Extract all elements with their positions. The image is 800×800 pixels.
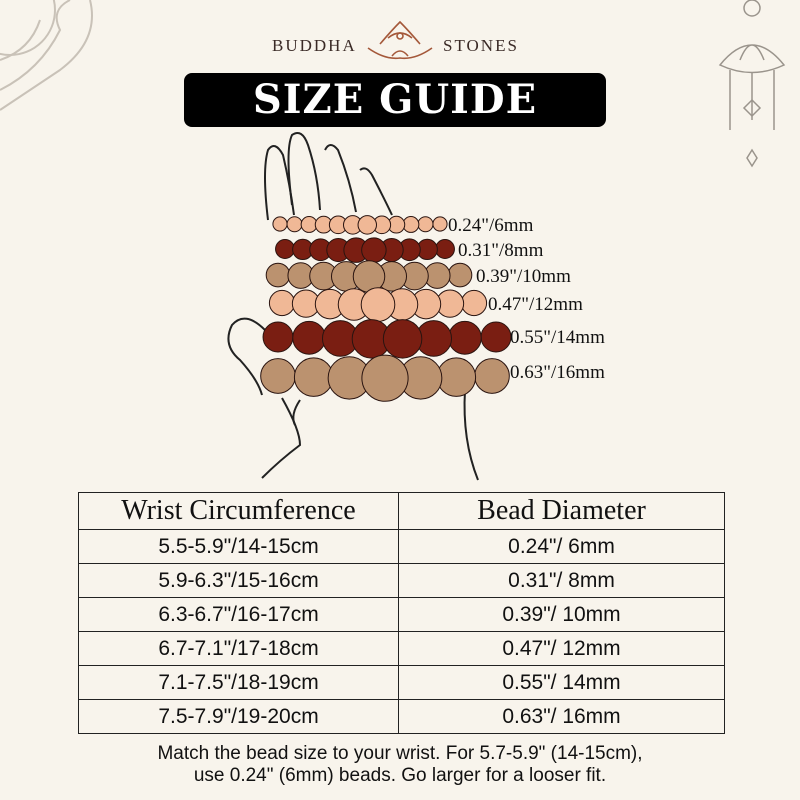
fit-note-line-1: Match the bead size to your wrist. For 5…: [157, 743, 643, 764]
bead-size-label-10mm: 0.39"/10mm: [476, 266, 571, 287]
bead: [436, 357, 477, 397]
hand-outline: [227, 132, 479, 481]
mandala-corner-decoration: [0, 0, 93, 111]
size-table: Wrist Circumference Bead Diameter 5.5-5.…: [78, 492, 725, 734]
table-header-row: Wrist Circumference Bead Diameter: [78, 492, 725, 530]
bead: [361, 237, 387, 263]
table-row: 6.3-6.7"/16-17cm 0.39"/ 10mm: [78, 597, 725, 632]
bead-bracelets: [260, 215, 512, 402]
bead: [435, 239, 455, 259]
bracelet-0: [272, 215, 448, 235]
bead-cell: 0.63"/ 16mm: [398, 699, 725, 734]
bead: [361, 354, 409, 402]
bead: [286, 216, 303, 233]
bead: [275, 239, 295, 259]
bead-cell: 0.55"/ 14mm: [398, 665, 725, 700]
bracelet-3: [268, 287, 488, 322]
bead-size-label-14mm: 0.55"/14mm: [510, 327, 605, 348]
bracelet-4: [262, 319, 512, 359]
bead: [474, 358, 510, 394]
bracelet-2: [265, 260, 473, 293]
lotus-logo: [367, 20, 433, 60]
bead: [460, 289, 488, 317]
table-row: 7.5-7.9"/19-20cm 0.63"/ 16mm: [78, 699, 725, 734]
bead-size-label-6mm: 0.24"/6mm: [448, 215, 534, 236]
fit-note: Match the bead size to your wrist. For 5…: [0, 743, 800, 787]
bead: [293, 357, 334, 397]
bead-cell: 0.47"/ 12mm: [398, 631, 725, 666]
bead: [402, 216, 420, 233]
bead: [265, 262, 291, 288]
table-row: 6.7-7.1"/17-18cm 0.47"/ 12mm: [78, 631, 725, 666]
wrist-cell: 6.7-7.1"/17-18cm: [78, 631, 399, 666]
wrist-cell: 6.3-6.7"/16-17cm: [78, 597, 399, 632]
brand-name-right: STONES: [443, 36, 519, 55]
bead: [360, 287, 396, 322]
bead: [292, 320, 327, 355]
bead-size-label-16mm: 0.63"/16mm: [510, 362, 605, 383]
bead: [447, 320, 482, 355]
bead-cell: 0.24"/ 6mm: [398, 529, 725, 564]
bead: [480, 321, 512, 353]
bead-cell: 0.31"/ 8mm: [398, 563, 725, 598]
bracelet-5: [260, 354, 510, 402]
bead: [447, 262, 473, 288]
bead: [382, 319, 423, 359]
bead: [357, 215, 378, 235]
header-wrist-circumference: Wrist Circumference: [78, 492, 399, 530]
wrist-cell: 7.5-7.9"/19-20cm: [78, 699, 399, 734]
header-bead-diameter: Bead Diameter: [398, 492, 725, 530]
bead: [417, 216, 434, 233]
lotus-ornament-decoration: [718, 0, 786, 168]
page-title: SIZE GUIDE: [184, 73, 606, 127]
bead: [272, 216, 288, 232]
wrist-cell: 7.1-7.5"/18-19cm: [78, 665, 399, 700]
wrist-cell: 5.9-6.3"/15-16cm: [78, 563, 399, 598]
brand-name-left: BUDDHA: [272, 36, 357, 55]
bead: [300, 216, 318, 233]
bead: [262, 321, 294, 353]
wrist-cell: 5.5-5.9"/14-15cm: [78, 529, 399, 564]
bead: [260, 358, 296, 394]
bead-size-label-8mm: 0.31"/8mm: [458, 240, 544, 261]
bracelet-1: [275, 237, 455, 263]
table-row: 5.9-6.3"/15-16cm 0.31"/ 8mm: [78, 563, 725, 598]
bead-cell: 0.39"/ 10mm: [398, 597, 725, 632]
bead: [268, 289, 296, 317]
bead: [432, 216, 448, 232]
fit-note-line-2: use 0.24" (6mm) beads. Go larger for a l…: [193, 765, 607, 786]
table-row: 5.5-5.9"/14-15cm 0.24"/ 6mm: [78, 529, 725, 564]
bead-size-label-12mm: 0.47"/12mm: [488, 294, 583, 315]
table-row: 7.1-7.5"/18-19cm 0.55"/ 14mm: [78, 665, 725, 700]
